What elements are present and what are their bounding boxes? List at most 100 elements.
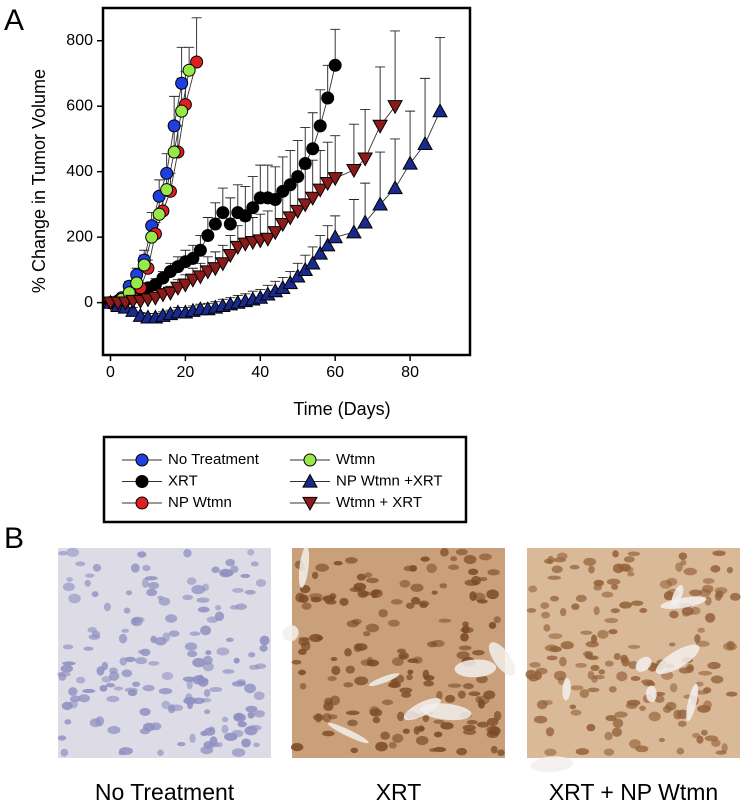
cell-nucleus <box>469 591 477 601</box>
cell-nucleus <box>440 548 449 557</box>
cell-nucleus <box>366 577 379 584</box>
cell-nucleus <box>439 583 448 589</box>
cell-nucleus <box>695 681 704 687</box>
cell-nucleus <box>231 748 246 757</box>
cell-nucleus <box>66 547 80 557</box>
cell-nucleus <box>726 640 735 650</box>
marker <box>160 183 174 197</box>
cell-nucleus <box>591 676 598 683</box>
cell-nucleus <box>606 578 621 585</box>
cell-nucleus <box>407 658 419 663</box>
legend-label: NP Wtmn +XRT <box>336 472 443 489</box>
cell-nucleus <box>544 748 557 757</box>
y-tick-label: 400 <box>66 163 93 180</box>
marker <box>327 172 344 187</box>
cell-nucleus <box>62 661 76 666</box>
cell-nucleus <box>230 605 239 610</box>
cell-nucleus <box>205 650 212 655</box>
cell-nucleus <box>360 659 374 666</box>
cell-nucleus <box>345 557 358 564</box>
cell-nucleus <box>486 589 499 600</box>
cell-nucleus <box>357 589 369 598</box>
error-bar <box>360 109 371 159</box>
marker <box>291 170 305 184</box>
cell-nucleus <box>560 641 574 650</box>
cell-nucleus <box>695 640 710 647</box>
cell-nucleus <box>423 680 435 687</box>
cell-nucleus <box>712 550 726 556</box>
cell-nucleus <box>253 742 260 748</box>
cell-nucleus <box>433 731 443 738</box>
cell-nucleus <box>436 690 443 700</box>
cell-nucleus <box>682 612 690 617</box>
marker <box>346 163 362 179</box>
cell-nucleus <box>461 625 470 634</box>
cell-nucleus <box>630 675 641 681</box>
cell-nucleus <box>88 634 101 640</box>
cell-nucleus <box>76 676 86 684</box>
cell-nucleus <box>677 720 687 727</box>
cell-nucleus <box>410 596 421 605</box>
cell-nucleus <box>91 591 99 598</box>
marker <box>145 230 159 244</box>
marker <box>313 119 327 133</box>
cell-nucleus <box>666 577 678 586</box>
cell-nucleus <box>78 694 90 703</box>
cell-nucleus <box>603 748 615 756</box>
cell-nucleus <box>372 716 381 724</box>
cell-nucleus <box>447 683 462 688</box>
cell-nucleus <box>528 585 538 593</box>
stroma <box>530 756 574 773</box>
marker <box>357 214 373 229</box>
cell-nucleus <box>113 686 124 691</box>
cell-nucleus <box>654 695 665 703</box>
cell-nucleus <box>203 688 211 698</box>
cell-nucleus <box>422 669 430 680</box>
cell-nucleus <box>483 690 496 700</box>
cell-nucleus <box>545 727 555 737</box>
cell-nucleus <box>548 633 563 640</box>
cell-nucleus <box>92 563 102 572</box>
marker <box>160 166 174 180</box>
stroma <box>282 625 299 642</box>
marker <box>346 224 362 239</box>
cell-nucleus <box>248 652 256 658</box>
error-bar <box>330 135 341 179</box>
cell-nucleus <box>387 681 401 688</box>
cell-nucleus <box>725 691 738 697</box>
cell-nucleus <box>450 556 458 562</box>
cell-nucleus <box>353 582 367 591</box>
cell-nucleus <box>177 742 186 747</box>
cell-nucleus <box>477 721 489 728</box>
legend-marker <box>135 475 149 488</box>
cell-nucleus <box>629 739 641 749</box>
cell-nucleus <box>329 593 337 600</box>
cell-nucleus <box>142 722 156 732</box>
stroma <box>635 656 652 672</box>
cell-nucleus <box>327 675 337 682</box>
marker <box>304 191 321 206</box>
cell-nucleus <box>486 717 499 726</box>
cell-nucleus <box>704 596 712 606</box>
cell-nucleus <box>420 556 430 562</box>
cell-nucleus <box>610 608 620 614</box>
cell-nucleus <box>462 728 477 735</box>
y-tick-label: 0 <box>84 294 93 311</box>
cell-nucleus <box>343 682 354 688</box>
cell-nucleus <box>298 669 306 676</box>
marker <box>175 104 189 118</box>
cell-nucleus <box>312 714 325 721</box>
cell-nucleus <box>552 557 567 563</box>
cell-nucleus <box>620 654 628 664</box>
cell-nucleus <box>668 642 676 647</box>
marker <box>162 286 179 301</box>
cell-nucleus <box>619 601 632 609</box>
x-tick-label: 0 <box>106 364 115 381</box>
marker <box>190 55 204 69</box>
cell-nucleus <box>186 577 197 585</box>
image-caption: XRT + NP Wtmn <box>549 779 718 805</box>
cell-nucleus <box>200 625 212 636</box>
cell-nucleus <box>613 652 621 660</box>
cell-nucleus <box>406 674 413 681</box>
cell-nucleus <box>551 565 563 574</box>
